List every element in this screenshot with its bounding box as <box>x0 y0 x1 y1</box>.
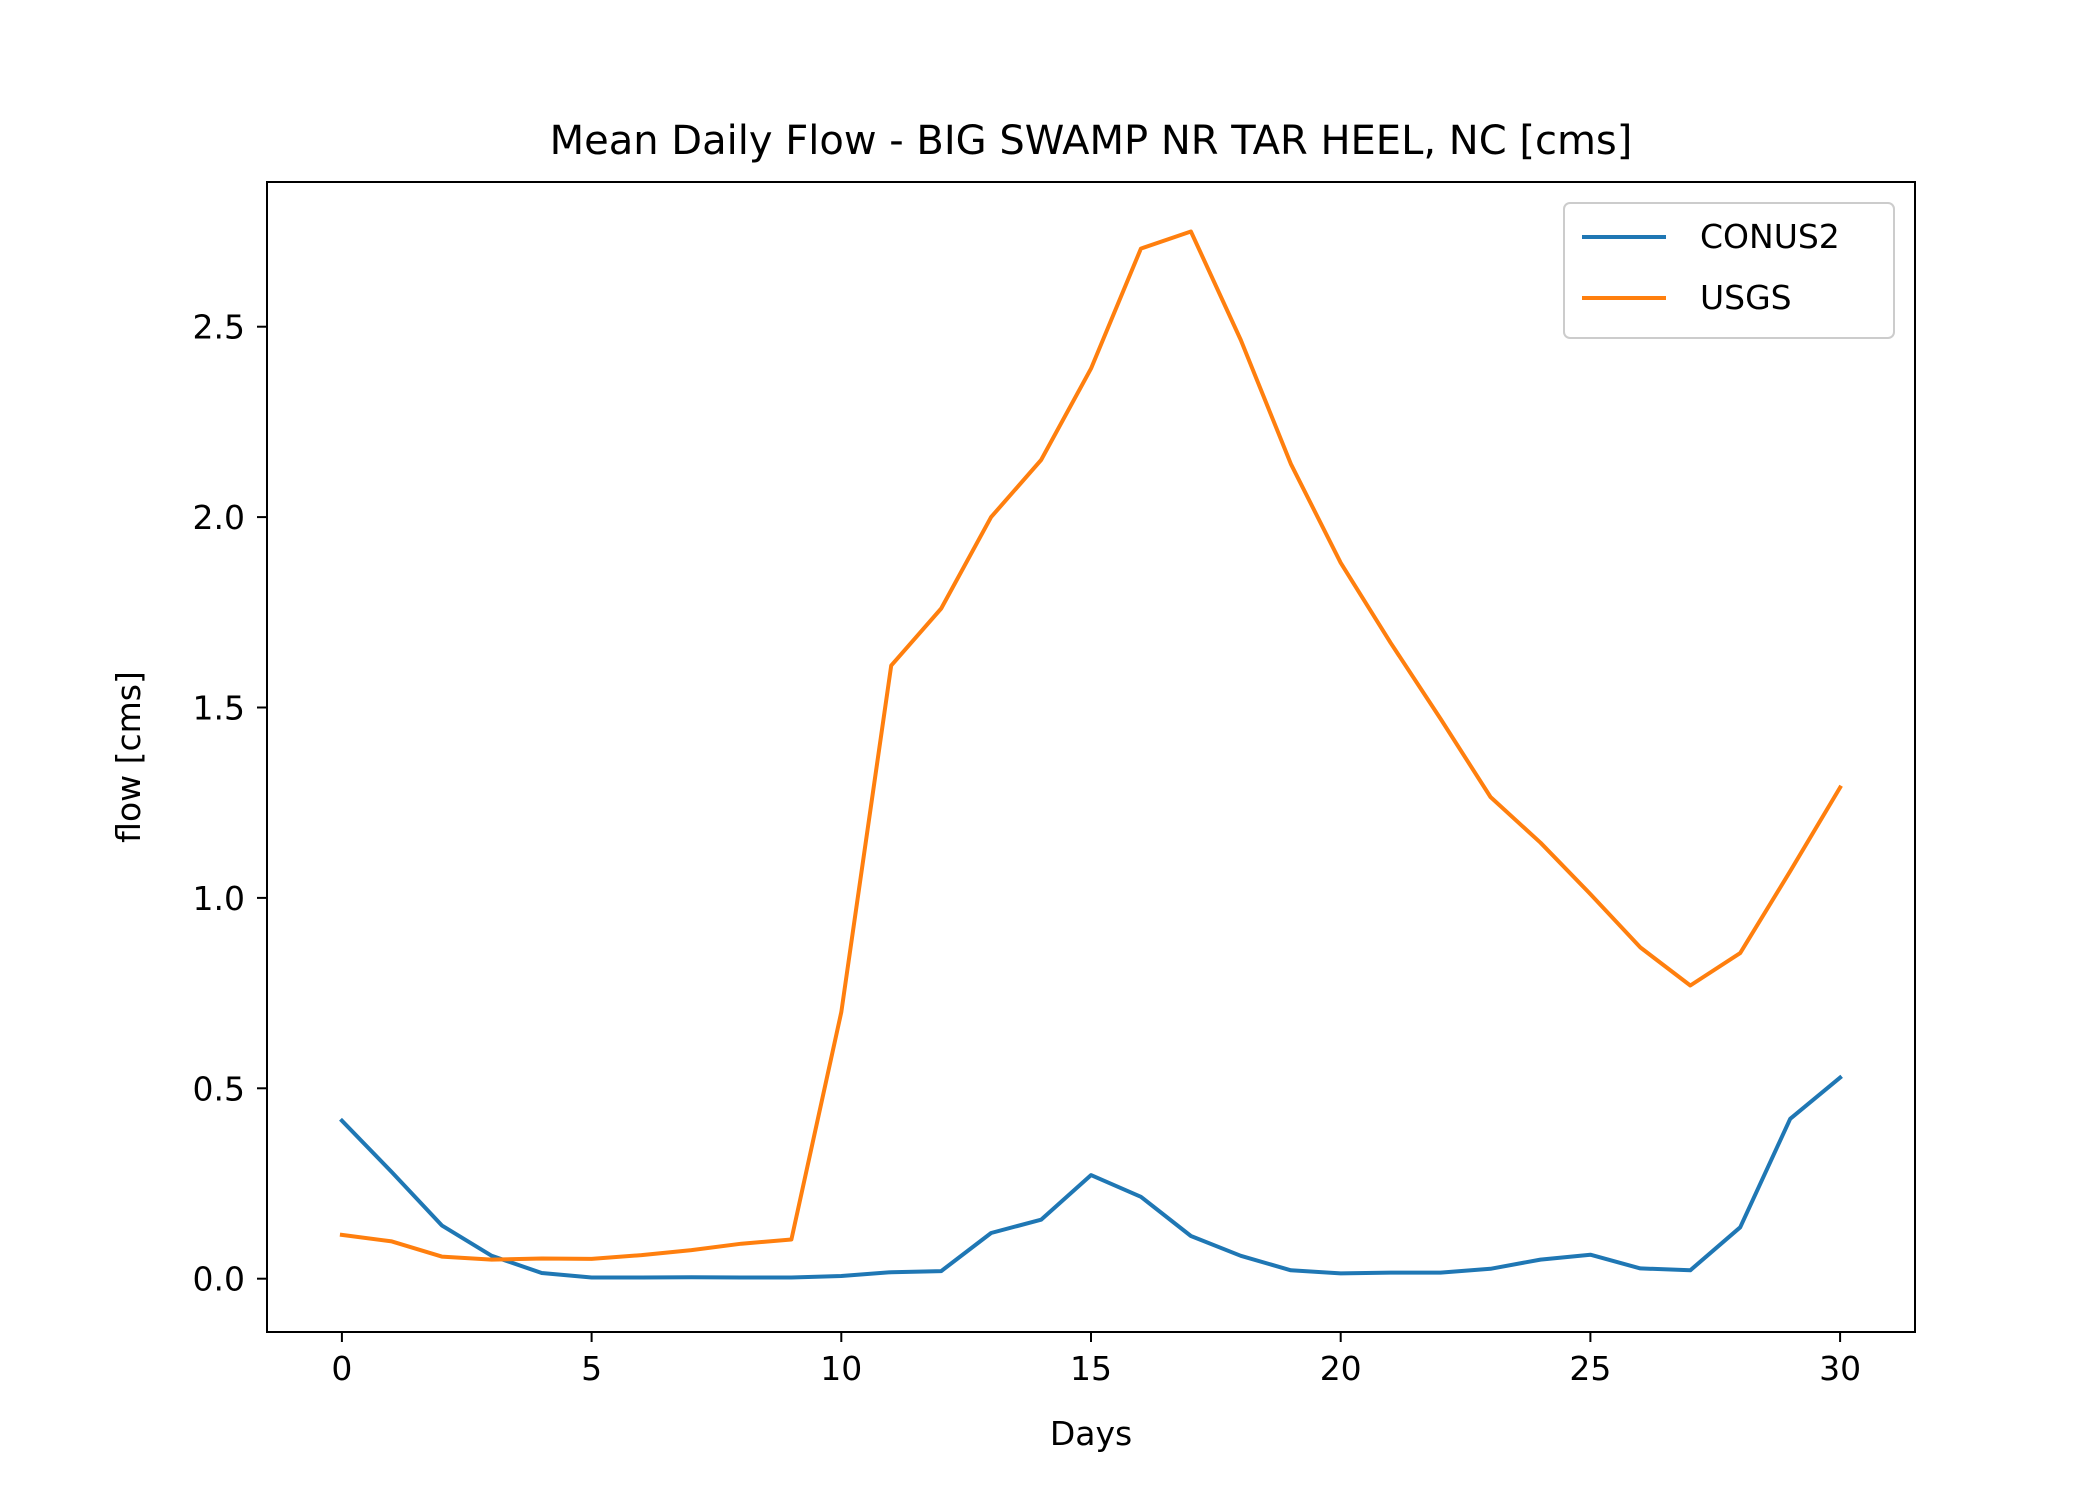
x-axis-label: Days <box>1050 1414 1132 1453</box>
y-tick-label-3: 1.5 <box>193 688 245 727</box>
y-tick-label-0: 0.0 <box>193 1260 245 1299</box>
chart-title: Mean Daily Flow - BIG SWAMP NR TAR HEEL,… <box>550 118 1633 164</box>
legend-label-conus2: CONUS2 <box>1700 217 1840 256</box>
legend-label-usgs: USGS <box>1700 278 1792 317</box>
y-axis-label: flow [cms] <box>109 671 148 843</box>
x-tick-label-5: 25 <box>1569 1349 1611 1388</box>
x-axis: 0 5 10 15 20 25 30 <box>331 1332 1861 1388</box>
x-tick-label-4: 20 <box>1320 1349 1362 1388</box>
plot-area <box>267 182 1915 1332</box>
y-tick-label-5: 2.5 <box>193 308 245 347</box>
y-axis: 0.0 0.5 1.0 1.5 2.0 2.5 <box>193 308 267 1299</box>
y-tick-label-2: 1.0 <box>193 879 245 918</box>
series-line-usgs <box>339 229 1843 1262</box>
y-tick-label-4: 2.0 <box>193 498 245 537</box>
x-tick-label-0: 0 <box>331 1349 352 1388</box>
series-layer <box>339 229 1843 1280</box>
x-tick-label-1: 5 <box>581 1349 602 1388</box>
x-tick-label-2: 10 <box>820 1349 862 1388</box>
y-tick-label-1: 0.5 <box>193 1069 245 1108</box>
x-tick-label-6: 30 <box>1819 1349 1861 1388</box>
legend: CONUS2 USGS <box>1563 202 1895 339</box>
x-tick-label-3: 15 <box>1070 1349 1112 1388</box>
series-line-conus2 <box>339 1074 1843 1280</box>
